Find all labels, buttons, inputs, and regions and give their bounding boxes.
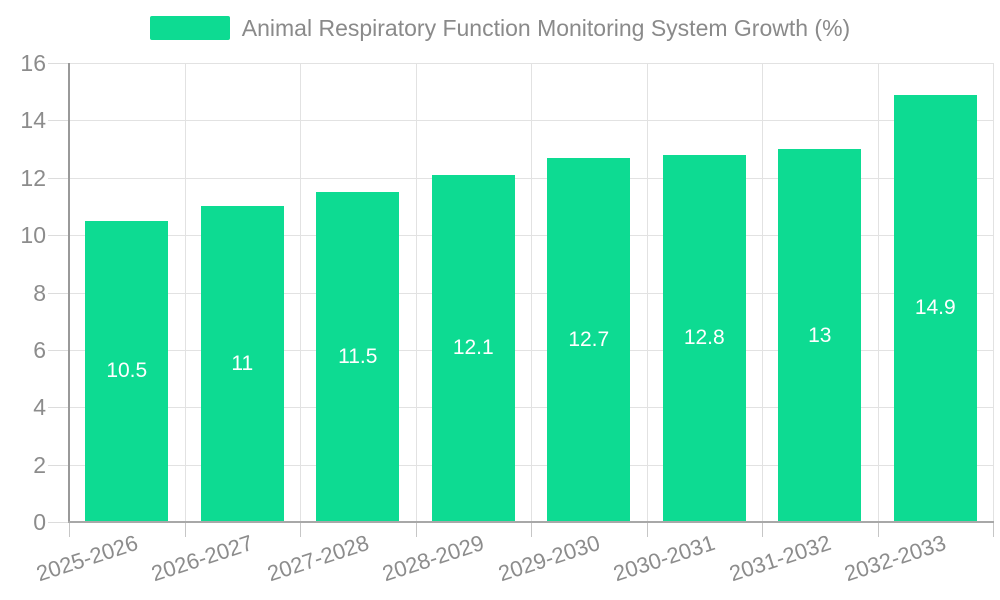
bar[interactable] (85, 220, 169, 522)
y-axis-tick (48, 292, 69, 294)
bar[interactable] (547, 157, 631, 522)
bar[interactable] (431, 174, 515, 522)
x-axis-category-label: 2028-2029 (379, 530, 487, 587)
x-axis-category-label: 2030-2031 (610, 530, 718, 587)
y-axis-tick-label: 6 (33, 336, 46, 363)
y-axis-tick-label: 14 (20, 107, 46, 134)
x-axis-tick (300, 522, 301, 537)
y-axis-line (68, 63, 70, 522)
bar[interactable] (893, 94, 977, 522)
gridline-horizontal (69, 120, 993, 122)
x-axis-category-label: 2027-2028 (263, 530, 372, 587)
y-axis-tick (48, 407, 69, 409)
x-axis-category-label: 2031-2032 (725, 530, 834, 587)
y-axis-tick (48, 177, 69, 179)
y-axis-tick-label: 10 (20, 222, 46, 249)
gridline-vertical (415, 63, 417, 522)
gridline-horizontal (69, 63, 993, 64)
gridline-vertical (300, 63, 301, 522)
y-axis-tick (48, 120, 69, 122)
bar[interactable] (778, 149, 862, 522)
gridline-vertical (646, 63, 648, 522)
x-axis-tick (762, 522, 763, 537)
y-axis-tick-label: 0 (33, 509, 46, 535)
legend-item[interactable]: Animal Respiratory Function Monitoring S… (149, 14, 851, 42)
x-axis-tick (69, 522, 70, 537)
gridline-vertical (762, 63, 763, 522)
bar[interactable] (200, 206, 284, 522)
plot-border-right (993, 63, 994, 522)
bar[interactable] (316, 192, 400, 522)
x-axis-tick (877, 522, 879, 537)
y-axis-tick (48, 464, 69, 466)
x-axis-tick (993, 522, 994, 537)
legend-swatch-icon (149, 16, 230, 40)
y-axis-tick-label: 4 (33, 394, 46, 421)
x-axis-category-label: 2026-2027 (148, 530, 256, 587)
chart-legend: Animal Respiratory Function Monitoring S… (0, 14, 1000, 42)
y-axis-tick (48, 349, 69, 351)
gridline-vertical (877, 63, 879, 522)
y-axis-tick (48, 63, 69, 64)
y-axis-tick-label: 12 (20, 164, 46, 191)
y-axis-tick-label: 8 (33, 279, 46, 306)
y-axis-tick (48, 235, 69, 237)
bar[interactable] (662, 154, 746, 522)
x-axis-category-label: 2029-2030 (494, 530, 603, 587)
y-axis-tick (48, 522, 69, 523)
x-axis-tick (415, 522, 417, 537)
gridline-vertical (531, 63, 532, 522)
x-axis-category-label: 2025-2026 (32, 530, 141, 587)
x-axis-tick (184, 522, 186, 537)
legend-label: Animal Respiratory Function Monitoring S… (241, 15, 851, 41)
x-axis-tick (646, 522, 648, 537)
gridline-vertical (184, 63, 186, 522)
x-axis-tick (531, 522, 532, 537)
plot-border-top (69, 63, 993, 64)
x-axis-category-label: 2032-2033 (841, 530, 949, 587)
y-axis-tick-label: 2 (33, 451, 46, 478)
y-axis-tick-label: 16 (20, 50, 46, 76)
